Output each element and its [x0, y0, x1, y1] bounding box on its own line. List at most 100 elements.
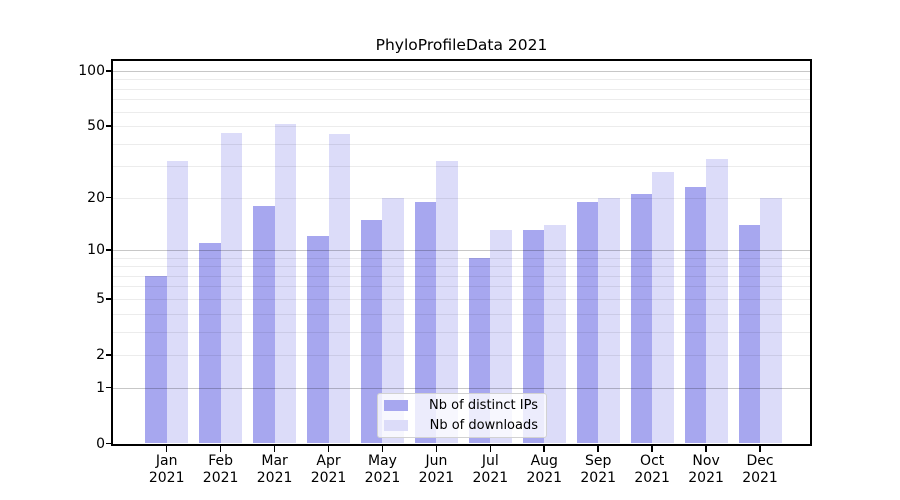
- x-tick-label-jul: Jul 2021: [462, 453, 518, 487]
- y-tick-label-100: 100: [78, 62, 105, 79]
- gridline-major-100: [113, 70, 810, 72]
- legend-row-distinct-ips: Nb of distinct IPs: [384, 397, 538, 414]
- x-tick-label-dec: Dec 2021: [732, 453, 788, 487]
- x-label-year: 2021: [742, 469, 778, 486]
- bar-nb-of-downloads-may: [382, 197, 404, 444]
- x-label-year: 2021: [634, 469, 670, 486]
- legend-row-downloads: Nb of downloads: [384, 417, 538, 434]
- x-label-year: 2021: [472, 469, 509, 486]
- gridline-minor-80: [113, 88, 810, 90]
- y-tick-1: [106, 386, 113, 389]
- x-tick-apr: [327, 445, 330, 452]
- y-tick-label-20: 20: [87, 189, 105, 206]
- gridline-minor-4: [113, 313, 810, 315]
- bar-nb-of-downloads-apr: [328, 134, 351, 444]
- bar-nb-of-downloads-feb: [220, 132, 243, 444]
- x-label-month: Sep: [585, 452, 612, 469]
- bar-nb-of-downloads-nov: [706, 158, 728, 444]
- gridline-minor-60: [113, 111, 810, 113]
- gridline-minor-90: [113, 79, 810, 81]
- gridline-major-1: [113, 387, 810, 389]
- x-label-year: 2021: [256, 469, 293, 486]
- gridline-major-10: [113, 249, 810, 251]
- y-tick-label-2: 2: [96, 346, 105, 363]
- x-label-year: 2021: [688, 469, 724, 486]
- x-tick-may: [381, 445, 384, 452]
- x-label-month: Jun: [425, 452, 448, 469]
- x-label-month: Mar: [261, 452, 288, 469]
- x-label-month: Nov: [692, 452, 720, 469]
- y-tick-label-1: 1: [96, 379, 105, 396]
- x-label-year: 2021: [580, 469, 617, 486]
- x-label-year: 2021: [310, 469, 347, 486]
- x-tick-nov: [705, 445, 707, 452]
- legend-swatch-distinct-ips: [384, 400, 408, 411]
- x-tick-aug: [543, 445, 546, 452]
- x-tick-jan: [165, 445, 168, 452]
- y-tick-2: [106, 353, 113, 356]
- x-tick-label-aug: Aug 2021: [516, 453, 572, 487]
- x-label-year: 2021: [418, 469, 455, 486]
- gridline-minor-8: [113, 266, 810, 268]
- x-tick-label-mar: Mar 2021: [247, 453, 303, 487]
- legend-label-distinct-ips: Nb of distinct IPs: [429, 398, 538, 413]
- x-tick-mar: [273, 445, 276, 452]
- x-tick-label-apr: Apr 2021: [301, 453, 357, 487]
- bar-nb-of-distinct-ips-apr: [307, 236, 329, 444]
- bar-nb-of-distinct-ips-mar: [253, 205, 275, 444]
- bar-nb-of-downloads-sep: [598, 197, 620, 444]
- legend-swatch-downloads: [384, 420, 408, 431]
- x-label-month: Jan: [155, 452, 178, 469]
- y-tick-label-50: 50: [87, 117, 105, 134]
- x-label-month: Oct: [640, 452, 665, 469]
- y-tick-100: [106, 69, 113, 72]
- x-tick-feb: [219, 445, 222, 452]
- x-label-year: 2021: [202, 469, 239, 486]
- y-tick-0: [106, 442, 113, 445]
- gridline-minor-30: [113, 166, 810, 168]
- x-tick-dec: [759, 445, 761, 452]
- gridline-minor-20: [113, 197, 810, 199]
- gridline-minor-40: [113, 143, 810, 145]
- x-tick-label-oct: Oct 2021: [624, 453, 680, 487]
- bar-nb-of-distinct-ips-sep: [576, 201, 599, 444]
- x-tick-jul: [489, 445, 492, 452]
- gridline-minor-5: [113, 298, 810, 300]
- x-label-month: May: [367, 452, 397, 469]
- x-tick-label-nov: Nov 2021: [678, 453, 734, 487]
- x-label-year: 2021: [148, 469, 185, 486]
- x-tick-jun: [435, 445, 438, 452]
- bar-nb-of-distinct-ips-aug: [522, 230, 545, 444]
- bar-nb-of-downloads-aug: [544, 224, 566, 444]
- gridline-minor-9: [113, 257, 810, 259]
- bar-nb-of-distinct-ips-jun: [414, 201, 437, 444]
- x-tick-oct: [651, 445, 653, 452]
- x-label-month: Jul: [481, 452, 499, 469]
- bar-nb-of-distinct-ips-nov: [684, 186, 707, 444]
- bar-nb-of-downloads-jan: [166, 161, 189, 444]
- y-tick-20: [106, 196, 113, 199]
- bar-nb-of-downloads-oct: [652, 171, 674, 444]
- gridline-minor-7: [113, 275, 810, 277]
- chart-title: PhyloProfileData 2021: [375, 36, 548, 54]
- legend: Nb of distinct IPs Nb of downloads: [377, 393, 547, 438]
- x-label-month: Feb: [208, 452, 234, 469]
- bar-nb-of-downloads-dec: [760, 197, 782, 444]
- bar-nb-of-distinct-ips-jan: [145, 275, 167, 444]
- x-tick-label-sep: Sep 2021: [570, 453, 626, 487]
- legend-label-downloads: Nb of downloads: [429, 418, 538, 433]
- x-tick-sep: [597, 445, 599, 452]
- bar-nb-of-distinct-ips-feb: [199, 242, 221, 444]
- gridline-minor-6: [113, 286, 810, 288]
- bar-nb-of-downloads-mar: [274, 124, 297, 444]
- bar-nb-of-distinct-ips-may: [360, 219, 383, 444]
- y-tick-5: [106, 297, 113, 300]
- bar-nb-of-distinct-ips-oct: [630, 193, 653, 444]
- y-tick-label-0: 0: [96, 435, 105, 452]
- x-label-month: Dec: [746, 452, 774, 469]
- bar-nb-of-downloads-jul: [490, 230, 512, 444]
- x-tick-label-jun: Jun 2021: [408, 453, 464, 487]
- gridline-minor-50: [113, 125, 810, 127]
- x-label-year: 2021: [526, 469, 563, 486]
